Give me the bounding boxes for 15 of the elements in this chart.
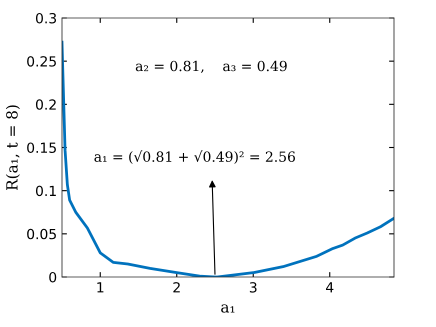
y-axis-title: R(a₁, t = 8) bbox=[6, 105, 20, 190]
x-tick-label: 2 bbox=[173, 282, 180, 292]
y-tick-label: 0.05 bbox=[27, 228, 56, 240]
x-tick-label: 3 bbox=[250, 282, 257, 293]
y-tick-label: 0.1 bbox=[36, 186, 56, 196]
annotation: a₁ = (√0.81 + √0.49)² = 2.56 bbox=[94, 150, 295, 164]
y-tick-label: 0.2 bbox=[36, 99, 56, 110]
x-tick-label: 4 bbox=[326, 282, 334, 292]
y-tick-label: 0.25 bbox=[27, 56, 56, 67]
y-tick-label: 0 bbox=[49, 272, 56, 282]
annotation: a₂ = 0.81, a₃ = 0.49 bbox=[136, 60, 287, 73]
x-axis-title: a₁ bbox=[221, 304, 234, 313]
y-tick-label: 0.3 bbox=[36, 12, 56, 24]
y-tick-label: 0.15 bbox=[27, 142, 56, 153]
x-tick-label: 1 bbox=[97, 282, 104, 292]
